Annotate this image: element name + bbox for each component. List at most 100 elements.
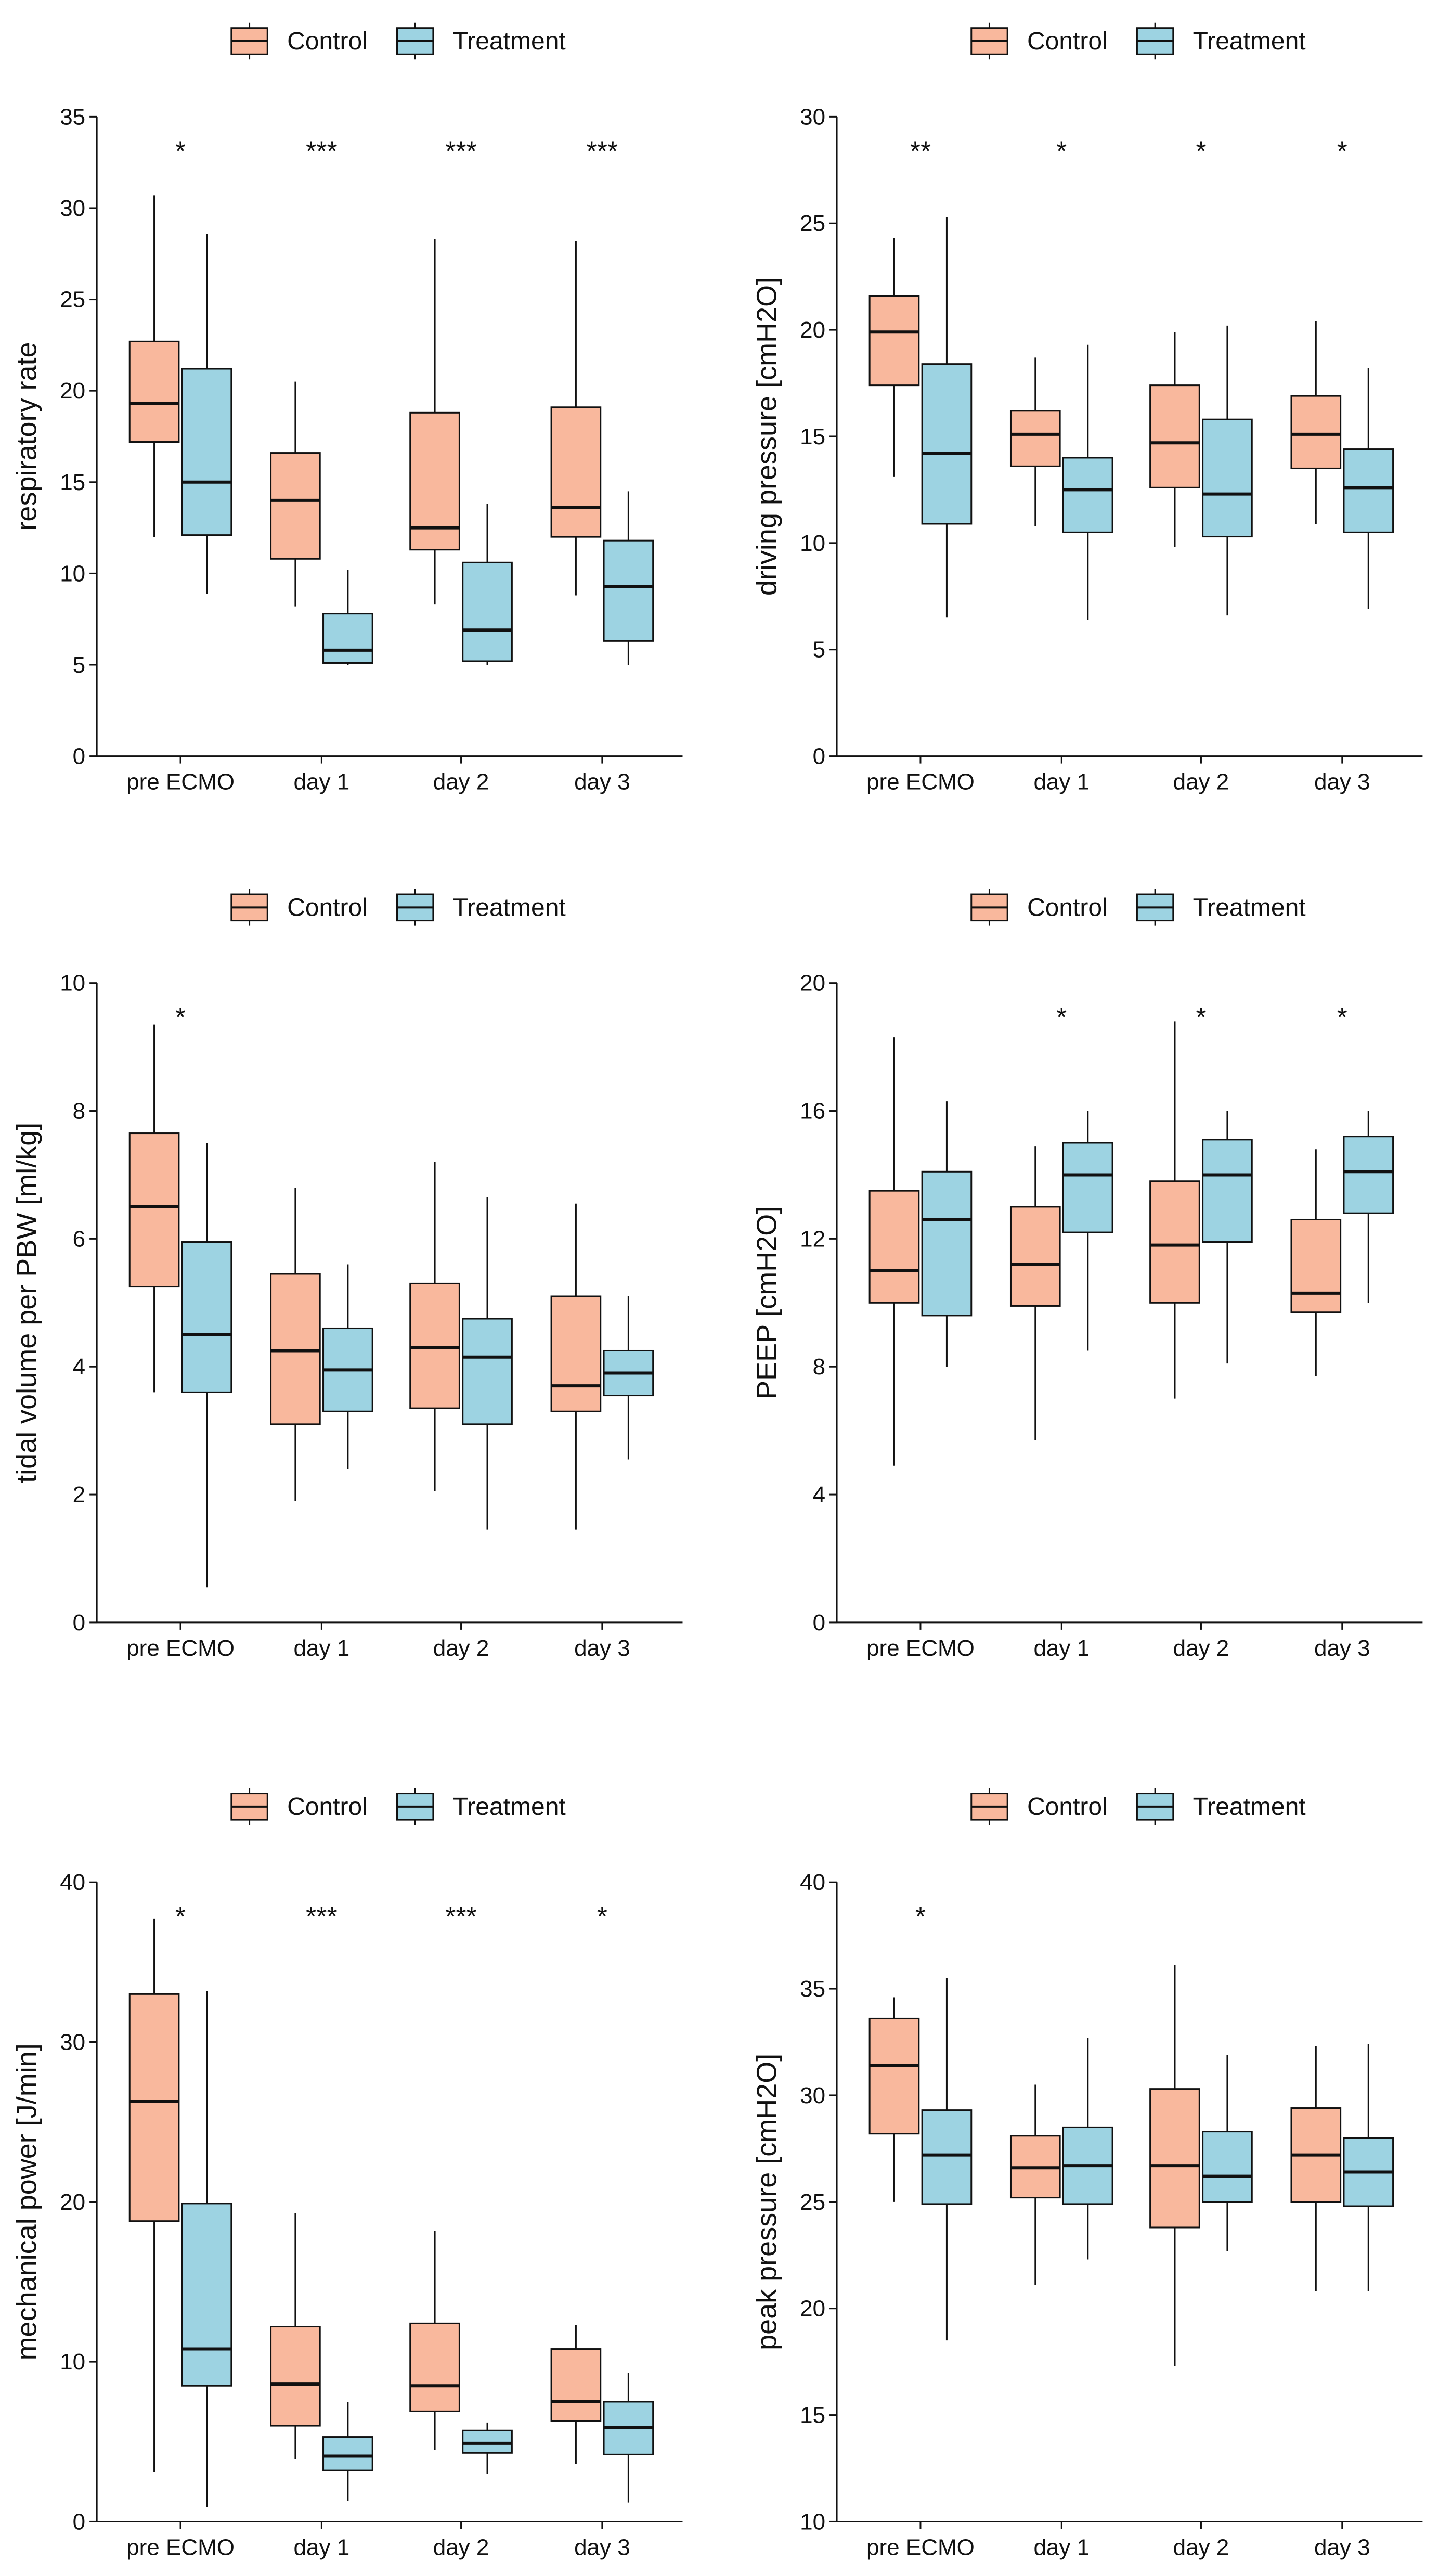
x-tick-label: day 3: [1314, 769, 1370, 795]
legend: Control Treatment: [230, 889, 566, 926]
y-tick-label: 35: [60, 104, 85, 130]
significance-marker: *: [1196, 1003, 1206, 1033]
legend-label-control: Control: [287, 894, 368, 921]
box-iqr: [550, 2348, 602, 2422]
box-treatment: [462, 1197, 513, 1530]
box-iqr: [322, 2436, 373, 2471]
box-control: [1149, 1021, 1200, 1399]
x-tick-label: day 3: [574, 2534, 630, 2560]
legend-label-control: Control: [287, 1793, 368, 1821]
significance-marker: ***: [587, 136, 618, 166]
x-tick-label: day 2: [433, 769, 489, 795]
legend: Control Treatment: [230, 1788, 566, 1825]
x-tick-label: day 3: [1314, 2534, 1370, 2560]
box-treatment: [181, 1142, 232, 1588]
y-tick-label: 15: [800, 2403, 825, 2428]
y-tick-label: 6: [73, 1226, 85, 1252]
box-treatment: [921, 1978, 973, 2341]
legend-label-control: Control: [1027, 894, 1108, 921]
box-iqr: [921, 2109, 973, 2205]
legend-label-control: Control: [1027, 1793, 1108, 1821]
significance-marker: *: [915, 1902, 926, 1932]
box-control: [1290, 1149, 1342, 1376]
x-tick-label: day 1: [294, 769, 350, 795]
box-treatment: [1343, 368, 1394, 609]
x-tick-label: day 3: [574, 769, 630, 795]
legend: Control Treatment: [970, 1788, 1306, 1825]
box-treatment: [1062, 2038, 1113, 2260]
box-iqr: [868, 2017, 920, 2135]
y-axis-label: peak pressure [cmH2O]: [751, 2054, 782, 2350]
y-tick-label: 0: [813, 1610, 825, 1635]
y-tick-label: 25: [60, 287, 85, 313]
box-treatment: [1202, 325, 1253, 616]
box-control: [1009, 357, 1061, 526]
significance-marker: *: [597, 1902, 607, 1932]
legend: Control Treatment: [970, 889, 1306, 926]
significance-marker: ***: [445, 1902, 477, 1932]
box-treatment: [921, 1101, 973, 1367]
x-tick-label: day 3: [574, 1635, 630, 1661]
significance-marker: **: [910, 136, 931, 166]
legend-label-treatment: Treatment: [453, 28, 566, 55]
box-control: [550, 1203, 602, 1530]
chart-panel-2: Control Treatment 0 5 10 15 20 25 30 driving pres…: [751, 22, 1423, 795]
box-treatment: [921, 216, 973, 618]
x-tick-label: pre ECMO: [866, 1635, 975, 1661]
box-treatment: [603, 491, 654, 665]
y-axis-label: PEEP [cmH2O]: [751, 1206, 782, 1399]
y-axis-label: respiratory rate: [11, 342, 42, 531]
y-tick-label: 2: [73, 1482, 85, 1508]
y-axis-label: driving pressure [cmH2O]: [751, 277, 782, 596]
box-iqr: [322, 613, 373, 664]
y-tick-label: 40: [800, 1870, 825, 1895]
significance-marker: *: [1056, 1003, 1067, 1033]
y-tick-label: 10: [60, 2349, 85, 2375]
box-iqr: [1062, 1142, 1113, 1233]
box-treatment: [1343, 2044, 1394, 2291]
significance-marker: *: [1337, 136, 1347, 166]
x-tick-label: day 1: [1033, 1635, 1090, 1661]
box-control: [409, 1162, 460, 1491]
y-tick-label: 4: [813, 1482, 825, 1508]
significance-marker: ***: [306, 1902, 338, 1932]
y-tick-label: 30: [60, 196, 85, 221]
box-treatment: [603, 1296, 654, 1460]
box-control: [128, 1918, 180, 2472]
y-tick-label: 0: [813, 744, 825, 769]
box-iqr: [1149, 384, 1200, 488]
box-iqr: [181, 368, 232, 536]
y-tick-label: 15: [60, 470, 85, 495]
y-tick-label: 30: [60, 2030, 85, 2055]
box-treatment: [322, 2401, 373, 2501]
significance-marker: ***: [445, 136, 477, 166]
box-iqr: [603, 539, 654, 642]
y-tick-label: 40: [60, 1870, 85, 1895]
y-tick-label: 10: [60, 561, 85, 586]
box-control: [1149, 332, 1200, 548]
box-control: [1009, 2084, 1061, 2285]
box-control: [128, 1024, 180, 1393]
box-iqr: [1202, 418, 1253, 538]
x-tick-label: day 2: [433, 2534, 489, 2560]
x-tick-label: pre ECMO: [866, 2534, 975, 2560]
box-iqr: [1149, 2088, 1200, 2229]
x-tick-label: day 3: [1314, 1635, 1370, 1661]
box-iqr: [409, 2322, 460, 2412]
box-iqr: [270, 2326, 321, 2427]
significance-marker: *: [175, 136, 186, 166]
y-tick-label: 4: [73, 1354, 85, 1380]
box-control: [1290, 321, 1342, 524]
significance-marker: *: [1056, 136, 1067, 166]
box-control: [270, 1188, 321, 1501]
box-control: [550, 241, 602, 596]
x-tick-label: pre ECMO: [126, 1635, 235, 1661]
y-tick-label: 35: [800, 1976, 825, 2002]
y-tick-label: 10: [60, 971, 85, 996]
box-iqr: [1009, 410, 1061, 467]
y-tick-label: 8: [73, 1099, 85, 1124]
legend: Control Treatment: [230, 22, 566, 60]
y-tick-label: 25: [800, 211, 825, 236]
x-tick-label: day 1: [294, 1635, 350, 1661]
